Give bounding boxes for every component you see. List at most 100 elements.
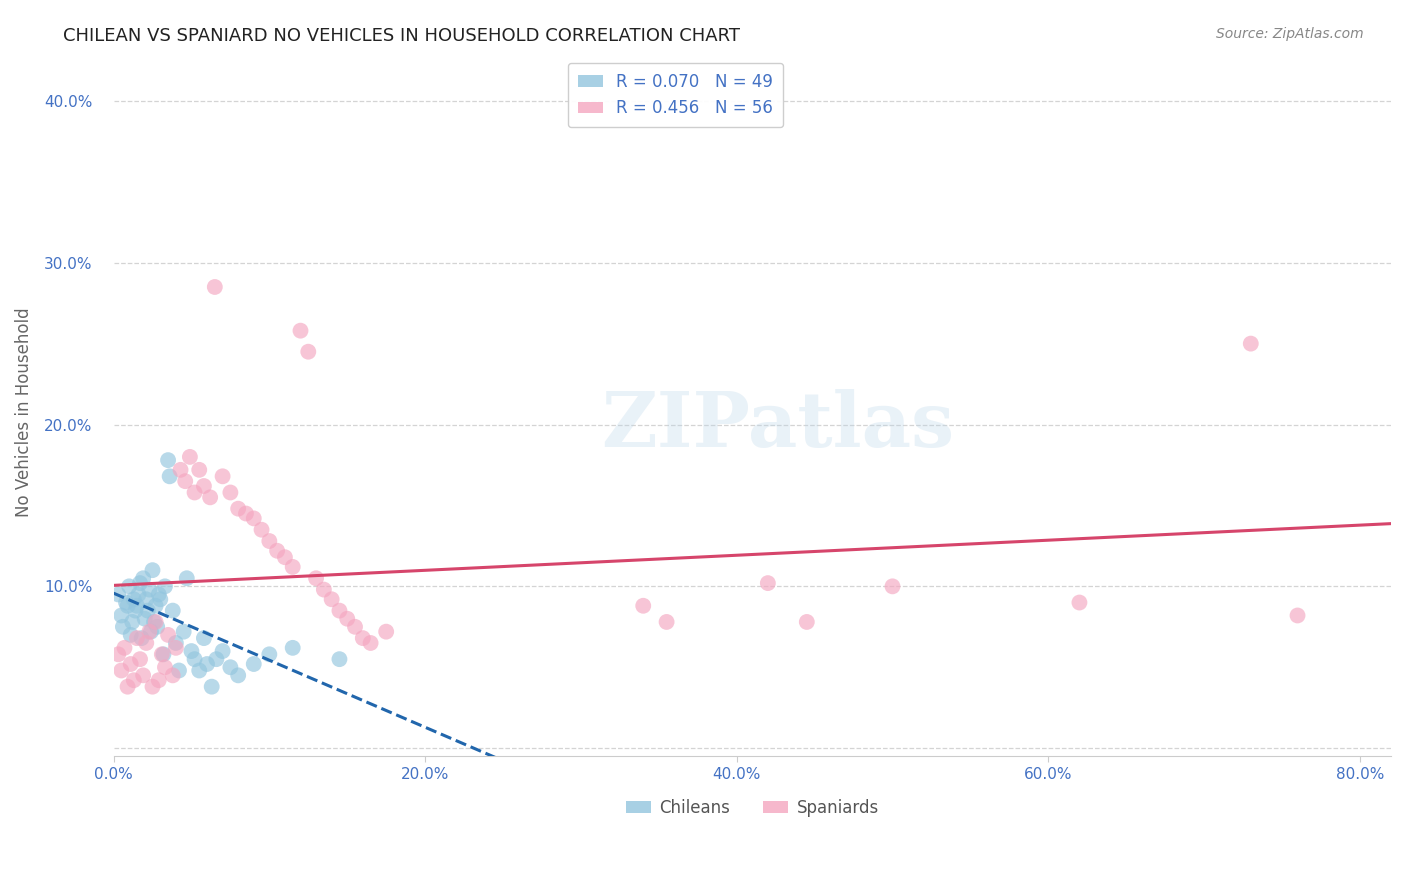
Point: [250, 523, 273, 537]
Point: [328, 604, 350, 618]
Point: [183, 652, 205, 666]
Point: [179, 450, 201, 464]
Point: [110, 664, 132, 678]
Point: [134, 612, 156, 626]
Point: [195, 657, 218, 671]
Point: [235, 507, 257, 521]
Point: [165, 636, 187, 650]
Point: [242, 657, 264, 671]
Point: [266, 543, 288, 558]
Point: [114, 640, 136, 655]
Point: [148, 673, 170, 688]
Point: [1069, 595, 1091, 609]
Point: [226, 501, 249, 516]
Point: [111, 620, 134, 634]
Point: [138, 624, 160, 639]
Point: [259, 534, 281, 549]
Point: [204, 280, 226, 294]
Point: [796, 615, 818, 629]
Point: [211, 469, 233, 483]
Point: [135, 636, 157, 650]
Point: [297, 344, 319, 359]
Point: [148, 587, 170, 601]
Point: [165, 640, 187, 655]
Point: [360, 636, 382, 650]
Point: [143, 615, 166, 629]
Point: [107, 648, 129, 662]
Point: [157, 453, 180, 467]
Point: [125, 599, 148, 613]
Point: [122, 673, 145, 688]
Point: [188, 664, 211, 678]
Point: [139, 624, 162, 639]
Point: [118, 579, 141, 593]
Point: [305, 571, 328, 585]
Point: [188, 463, 211, 477]
Point: [226, 668, 249, 682]
Point: [173, 624, 195, 639]
Point: [174, 474, 197, 488]
Point: [274, 550, 297, 565]
Point: [211, 644, 233, 658]
Point: [631, 599, 654, 613]
Point: [117, 680, 139, 694]
Point: [124, 604, 146, 618]
Point: [127, 587, 149, 601]
Point: [352, 631, 374, 645]
Point: [162, 604, 184, 618]
Point: [145, 599, 167, 613]
Point: [152, 648, 174, 662]
Point: [1240, 336, 1263, 351]
Point: [110, 608, 132, 623]
Point: [107, 587, 129, 601]
Text: ZIPatlas: ZIPatlas: [602, 389, 955, 463]
Point: [205, 652, 228, 666]
Point: [141, 680, 163, 694]
Point: [375, 624, 398, 639]
Point: [183, 485, 205, 500]
Point: [176, 571, 198, 585]
Point: [129, 652, 152, 666]
Point: [882, 579, 904, 593]
Point: [169, 463, 191, 477]
Point: [135, 592, 157, 607]
Point: [146, 620, 169, 634]
Point: [290, 324, 312, 338]
Point: [157, 628, 180, 642]
Point: [321, 592, 343, 607]
Point: [153, 579, 176, 593]
Point: [312, 582, 335, 597]
Point: [145, 615, 167, 629]
Point: [153, 660, 176, 674]
Point: [281, 640, 304, 655]
Point: [328, 652, 350, 666]
Point: [121, 615, 143, 629]
Y-axis label: No Vehicles in Household: No Vehicles in Household: [15, 308, 32, 517]
Point: [149, 592, 172, 607]
Point: [1286, 608, 1309, 623]
Point: [167, 664, 190, 678]
Point: [198, 491, 221, 505]
Point: [120, 628, 142, 642]
Point: [180, 644, 202, 658]
Point: [281, 560, 304, 574]
Point: [655, 615, 678, 629]
Point: [117, 599, 139, 613]
Point: [193, 479, 215, 493]
Text: CHILEAN VS SPANIARD NO VEHICLES IN HOUSEHOLD CORRELATION CHART: CHILEAN VS SPANIARD NO VEHICLES IN HOUSE…: [63, 27, 741, 45]
Point: [193, 631, 215, 645]
Point: [132, 571, 155, 585]
Point: [259, 648, 281, 662]
Point: [336, 612, 359, 626]
Point: [136, 604, 159, 618]
Point: [242, 511, 264, 525]
Point: [122, 592, 145, 607]
Point: [138, 582, 160, 597]
Point: [344, 620, 367, 634]
Point: [125, 631, 148, 645]
Point: [131, 631, 153, 645]
Point: [132, 668, 155, 682]
Point: [141, 563, 163, 577]
Legend: Chileans, Spaniards: Chileans, Spaniards: [619, 792, 886, 823]
Point: [120, 657, 142, 671]
